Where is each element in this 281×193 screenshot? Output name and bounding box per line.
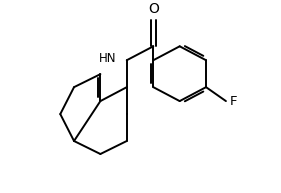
Text: O: O: [148, 2, 159, 16]
Text: HN: HN: [99, 52, 117, 65]
Text: F: F: [229, 95, 237, 108]
